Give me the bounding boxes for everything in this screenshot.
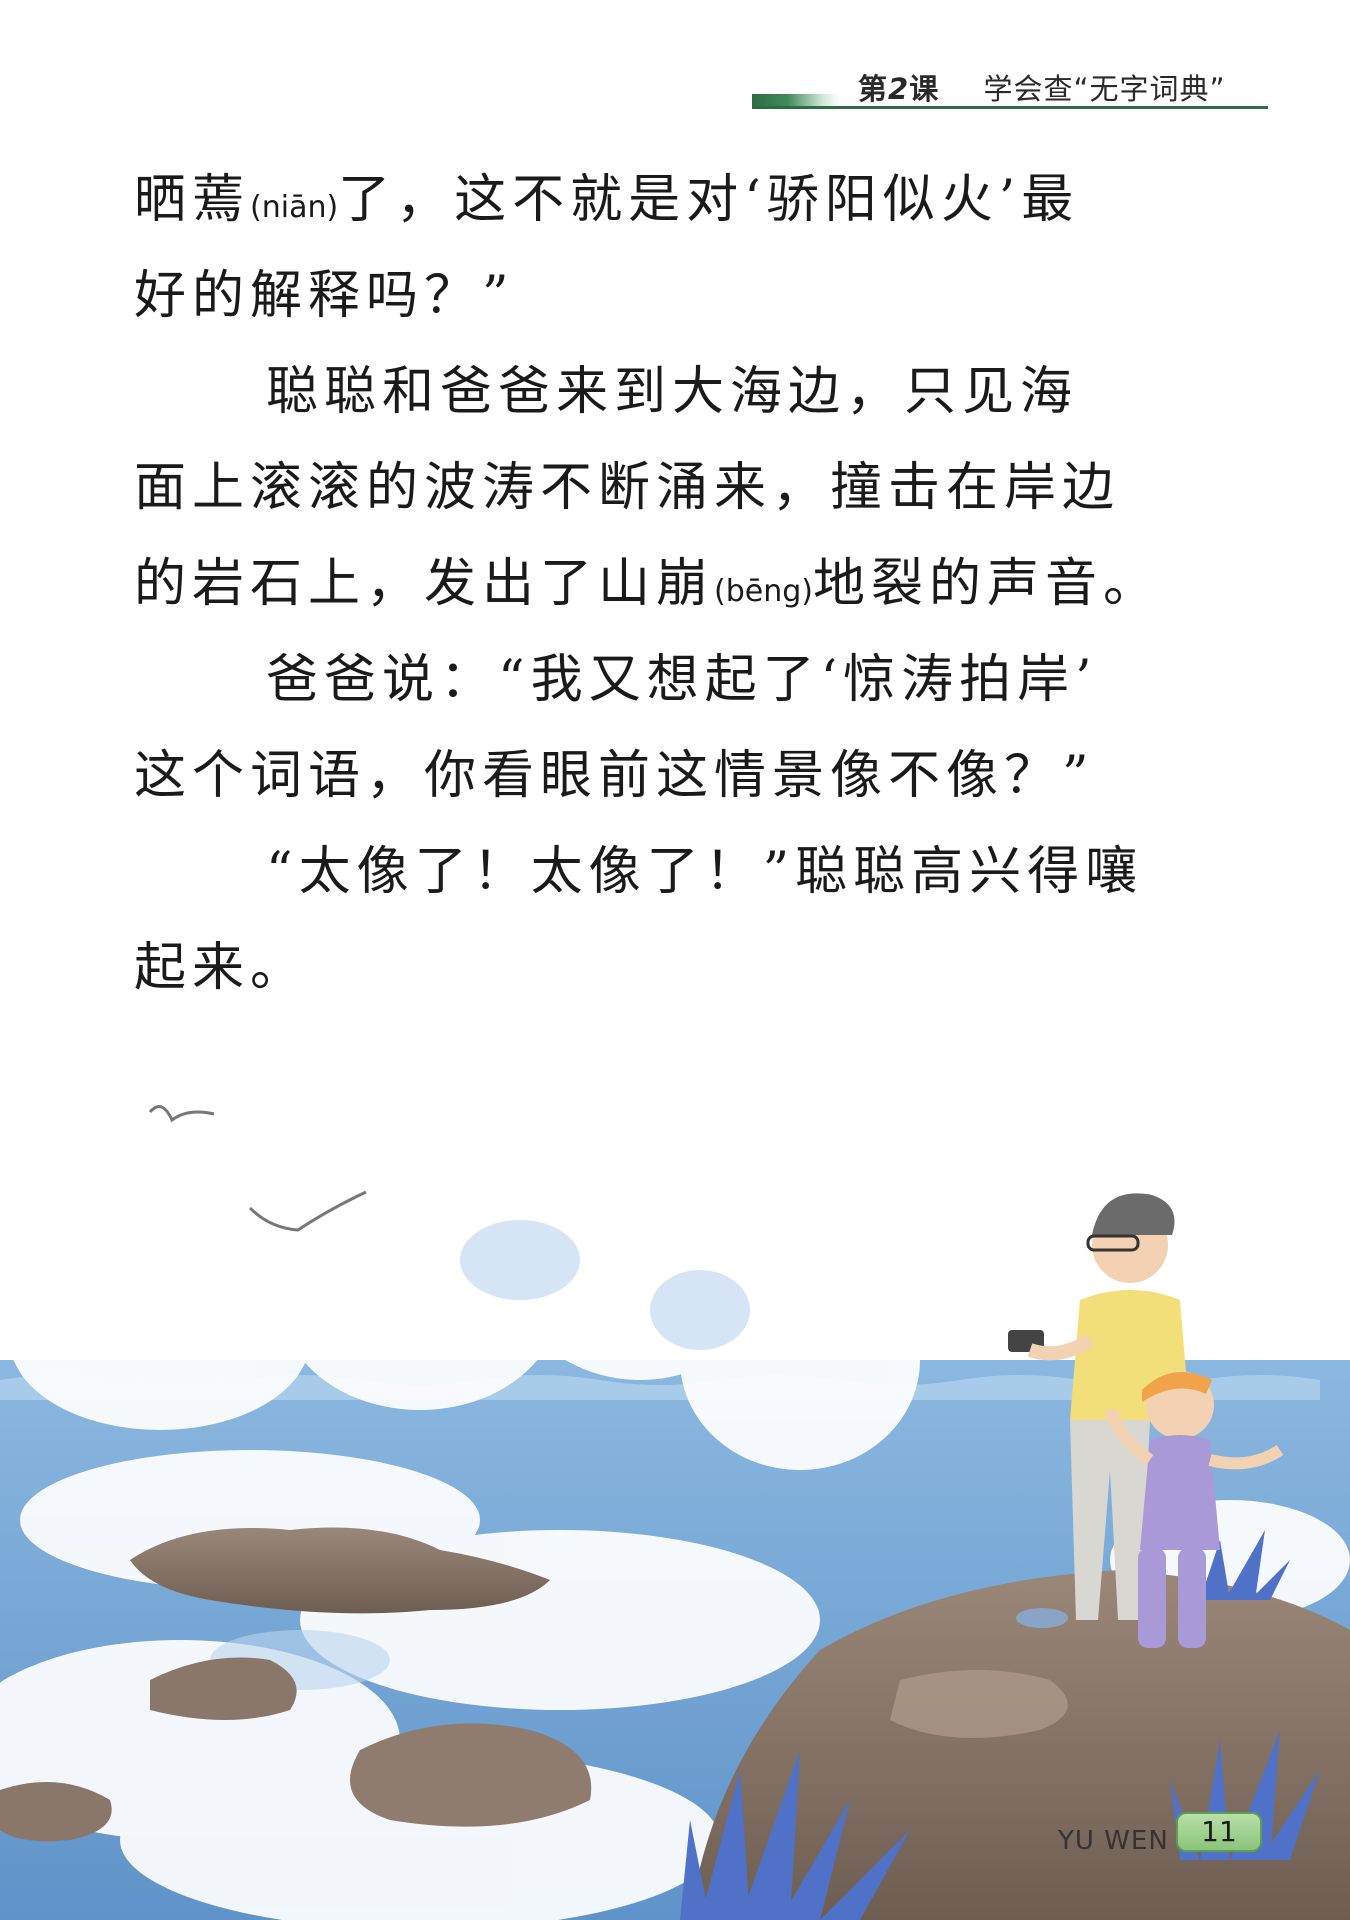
- lesson-title: 学会查“无字词典”: [983, 72, 1226, 106]
- footer-subject-label: YU WEN: [1058, 1826, 1169, 1856]
- text-line: 面上滚滚的波涛不断涌来，撞击在岸边: [134, 458, 1121, 518]
- text-line: 好的解释吗？”: [134, 266, 515, 326]
- header-accent-bar: [752, 94, 840, 108]
- paragraph-start: “太像了！太像了！”聪聪高兴得嚷: [266, 842, 1144, 902]
- pinyin-annotation: (bēng): [714, 574, 813, 609]
- text-line: 这个词语，你看眼前这情景像不像？”: [134, 746, 1095, 806]
- header-rule: [752, 106, 1268, 109]
- page-header: 第2课 学会查“无字词典”: [0, 0, 1350, 120]
- text-line: 起来。: [134, 938, 309, 998]
- page-number-badge: 11: [1176, 1812, 1262, 1852]
- lesson-heading: 第2课 学会查“无字词典”: [858, 66, 1260, 108]
- pinyin-annotation: (niān): [250, 190, 339, 225]
- text-line: 的岩石上，发出了山崩(bēng)地裂的声音。: [134, 554, 1161, 614]
- seaside-illustration: [0, 1080, 1350, 1920]
- story-text: 晒蔫(niān)了，这不就是对‘骄阳似火’最 好的解释吗？” 聪聪和爸爸来到大海…: [134, 152, 1194, 1016]
- paragraph-start: 爸爸说：“我又想起了‘惊涛拍岸’: [266, 650, 1098, 710]
- child-figure: [1104, 1371, 1284, 1648]
- text-line: 晒蔫(niān)了，这不就是对‘骄阳似火’最: [134, 170, 1080, 230]
- paragraph-start: 聪聪和爸爸来到大海边，只见海: [266, 362, 1079, 422]
- seagull-icon: [148, 1105, 367, 1232]
- lesson-number: 第2课: [858, 72, 940, 106]
